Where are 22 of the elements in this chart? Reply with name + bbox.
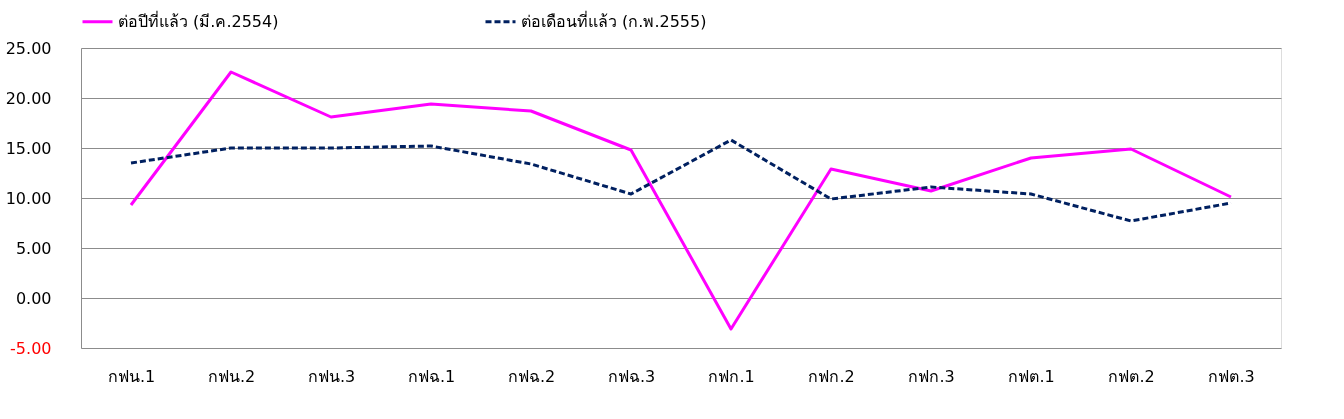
x-tick-label: กฟน.1: [107, 366, 156, 386]
y-tick-label: 0.00: [15, 288, 52, 308]
x-tick-label: กฟฉ.3: [607, 366, 656, 386]
x-tick-label: กฟต.2: [1108, 366, 1155, 386]
x-tick-label: กฟต.1: [1008, 366, 1055, 386]
x-tick-label: กฟก.2: [808, 366, 855, 386]
y-tick-label: 15.00: [5, 138, 52, 158]
y-tick-label: -5.00: [10, 338, 52, 358]
legend-label: ต่อปีที่แล้ว (มี.ค.2554): [118, 9, 279, 31]
y-tick-label: 25.00: [5, 38, 52, 58]
legend-label: ต่อเดือนที่แล้ว (ก.พ.2555): [521, 9, 707, 31]
x-tick-label: กฟก.3: [908, 366, 955, 386]
y-tick-label: 10.00: [5, 188, 52, 208]
x-tick-label: กฟฉ.2: [507, 366, 556, 386]
y-tick-label: 5.00: [15, 238, 52, 258]
x-tick-label: กฟก.1: [708, 366, 755, 386]
y-tick-label: 20.00: [5, 88, 52, 108]
x-tick-label: กฟฉ.1: [407, 366, 456, 386]
x-tick-label: กฟต.3: [1208, 366, 1255, 386]
x-tick-label: กฟน.2: [207, 366, 256, 386]
line-series: [129, 70, 1233, 331]
x-tick-label: กฟน.3: [307, 366, 356, 386]
